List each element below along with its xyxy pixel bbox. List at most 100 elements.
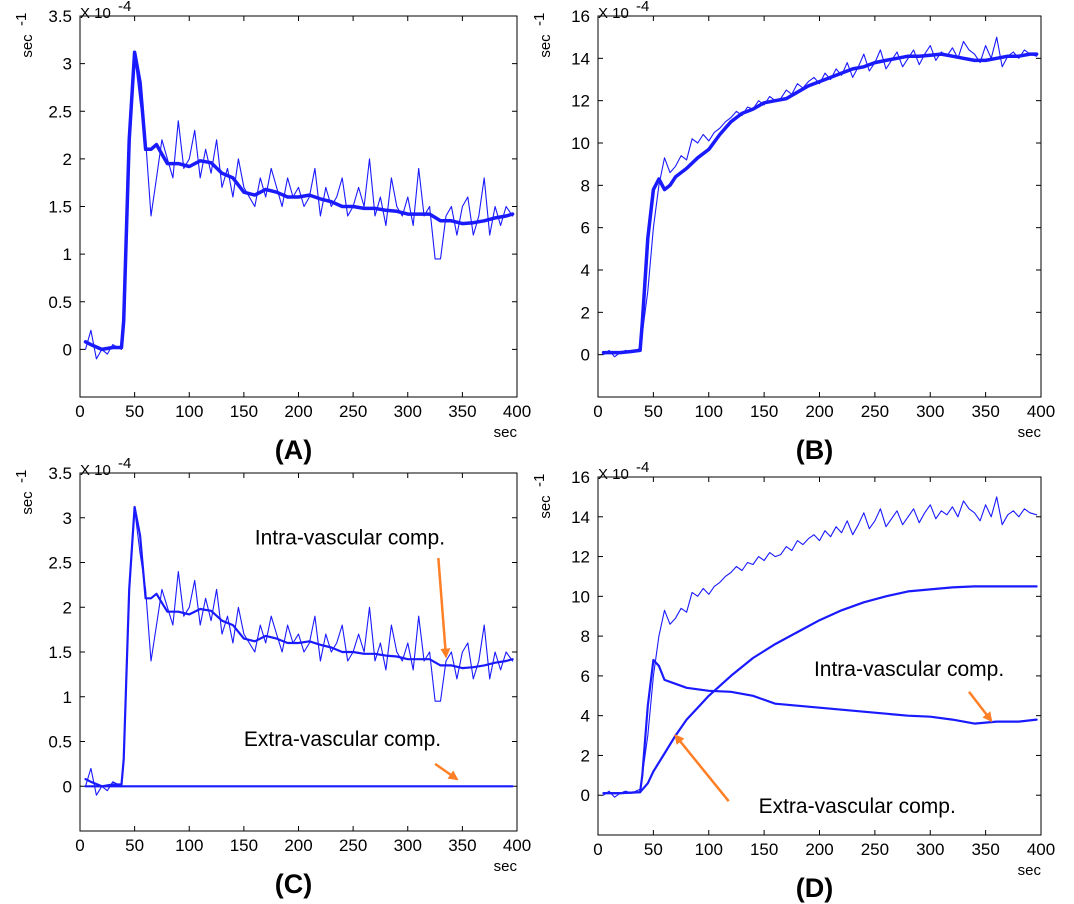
y-tick-label: 3.5 [48, 464, 72, 483]
y-tick-label: 1 [63, 688, 72, 707]
y-tick-label: 0.5 [48, 293, 72, 312]
x-tick-label: 250 [339, 836, 367, 855]
multiplier-exponent: -4 [636, 459, 649, 476]
multiplier-base: X 10 [598, 466, 629, 483]
x-tick-label: 300 [916, 402, 944, 421]
y-tick-label: 2 [63, 598, 72, 617]
x-axis-label: sec [1018, 862, 1042, 879]
y-axis-label: sec [537, 34, 554, 58]
multiplier-exponent: -4 [636, 0, 649, 15]
annotation-arrow [968, 691, 993, 723]
annotation-label: Intra-vascular comp. [255, 527, 445, 550]
y-tick-label: 4 [581, 707, 590, 726]
series-line-thick [601, 52, 1039, 355]
y-tick-label: 3 [63, 55, 72, 74]
x-tick-label: 100 [175, 836, 203, 855]
x-tick-label: 100 [695, 402, 723, 421]
x-tick-label: 50 [644, 840, 663, 859]
y-tick-label: 1.5 [48, 198, 72, 217]
series-layer [84, 505, 514, 796]
y-tick-label: 2.5 [48, 102, 72, 121]
ticks: 0 50 100 150 200 250 300 350 400 0 2 4 6 8 10 12 14 16 [571, 7, 1055, 421]
ticks: 0 50 100 150 200 250 300 350 400 0 0.5 1 1.5 2 2.5 3 3.5 [48, 7, 531, 421]
x-tick-label: 50 [125, 836, 144, 855]
y-tick-label: 8 [581, 176, 590, 195]
y-tick-label: 2.5 [48, 554, 72, 573]
y-tick-label: 16 [571, 468, 590, 487]
y-tick-label: 12 [571, 548, 590, 567]
annotation-arrow [434, 762, 459, 781]
series-line-thin [84, 508, 514, 796]
y-tick-label: 3.5 [48, 7, 72, 26]
plot-frame [597, 476, 1042, 836]
y-axis-label: sec [19, 491, 36, 515]
x-tick-label: 150 [230, 836, 258, 855]
x-tick-label: 400 [1027, 840, 1055, 859]
series-line-medium [602, 658, 1038, 795]
y-tick-label: 0 [581, 786, 590, 805]
y-axis-label: sec [19, 34, 36, 58]
series-layer [83, 50, 515, 360]
x-tick-label: 150 [750, 402, 778, 421]
x-tick-label: 200 [805, 402, 833, 421]
x-tick-label: 250 [861, 840, 889, 859]
x-tick-label: 350 [448, 836, 476, 855]
annotation-layer: Intra-vascular comp. Extra-vascular comp. [244, 527, 459, 781]
multiplier-exponent: -4 [118, 455, 131, 472]
x-tick-label: 150 [230, 402, 258, 421]
annotation-layer: Intra-vascular comp. Extra-vascular comp. [674, 658, 1004, 818]
x-tick-label: 350 [971, 402, 999, 421]
y-tick-label: 8 [581, 627, 590, 646]
y-tick-label: 2 [581, 303, 590, 322]
series-line-thin [602, 36, 1038, 358]
panel-c: X 10 -4 sec -1 sec (C) 0 50 100 150 200 250 30… [13, 455, 531, 899]
y-tick-label: 14 [571, 49, 590, 68]
y-axis-label: sec [537, 495, 554, 519]
ticks: 0 50 100 150 200 250 300 350 400 0 2 4 6 8 10 12 14 16 [571, 468, 1055, 859]
x-tick-label: 200 [805, 840, 833, 859]
y-tick-label: 3 [63, 509, 72, 528]
y-tick-label: 1 [63, 245, 72, 264]
y-tick-label: 12 [571, 92, 590, 111]
y-tick-label: 16 [571, 7, 590, 26]
x-tick-label: 150 [750, 840, 778, 859]
x-axis-label: sec [494, 424, 518, 441]
multiplier-base: X 10 [80, 5, 111, 22]
y-tick-label: 1.5 [48, 643, 72, 662]
annotation-label: Extra-vascular comp. [759, 795, 956, 818]
series-layer [602, 496, 1038, 798]
annotation-arrow [437, 557, 451, 659]
x-tick-label: 50 [125, 402, 144, 421]
x-tick-label: 400 [503, 836, 531, 855]
x-tick-label: 50 [644, 402, 663, 421]
y-tick-label: 0 [63, 777, 72, 796]
multiplier-base: X 10 [80, 462, 111, 479]
annotation-label: Intra-vascular comp. [814, 658, 1004, 681]
panel-caption: (C) [275, 869, 312, 899]
y-tick-label: 2 [63, 150, 72, 169]
y-axis-label-exponent: -1 [531, 474, 548, 487]
y-tick-label: 6 [581, 219, 590, 238]
x-tick-label: 100 [695, 840, 723, 859]
y-axis-label-exponent: -1 [13, 470, 30, 483]
x-axis-label: sec [1018, 424, 1042, 441]
panel-caption: (A) [275, 435, 312, 465]
series-line-thin [602, 496, 1038, 798]
y-tick-label: 0 [63, 340, 72, 359]
x-tick-label: 0 [75, 836, 84, 855]
y-tick-label: 6 [581, 667, 590, 686]
x-tick-label: 0 [593, 840, 602, 859]
series-line-medium [602, 585, 1038, 795]
x-tick-label: 250 [861, 402, 889, 421]
series-line-medium [84, 505, 514, 788]
y-tick-label: 2 [581, 746, 590, 765]
x-axis-label: sec [494, 858, 518, 875]
y-tick-label: 0.5 [48, 733, 72, 752]
x-tick-label: 350 [971, 840, 999, 859]
series-line-thin [84, 53, 514, 360]
annotation-arrow [674, 734, 730, 802]
annotation-label: Extra-vascular comp. [244, 728, 441, 751]
panel-d: X 10 -4 sec -1 sec (D) 0 50 100 150 200 250 30… [531, 459, 1055, 903]
y-axis-label-exponent: -1 [13, 13, 30, 26]
